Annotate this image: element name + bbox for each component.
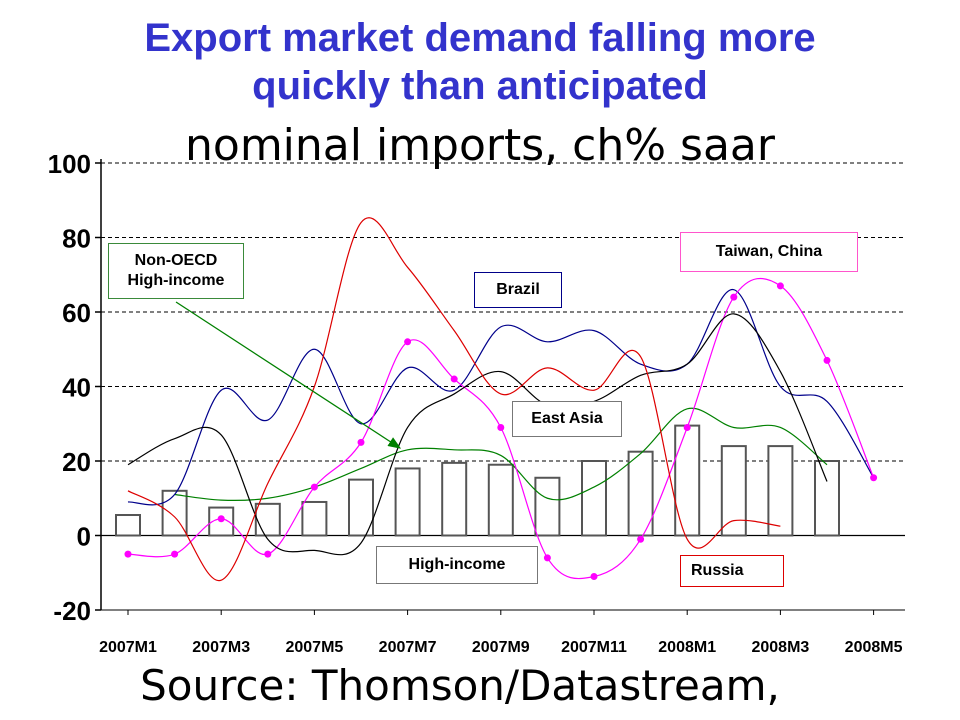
bar-high-income: [487, 463, 514, 537]
callout-russia: Russia: [680, 555, 784, 587]
y-tick-label: 40: [62, 373, 91, 403]
bar-high-income: [394, 467, 421, 537]
bar-high-income: [581, 460, 607, 537]
callout-taiwan-label: Taiwan, China: [715, 243, 823, 260]
y-tick-label: 20: [62, 447, 91, 477]
callout-non-oecd: Non-OECD High-income: [108, 243, 244, 299]
marker-taiwan: [357, 438, 365, 446]
slide-title: Export market demand falling more quickl…: [60, 14, 900, 110]
marker-taiwan: [264, 550, 272, 558]
marker-taiwan: [823, 356, 831, 364]
marker-taiwan: [590, 572, 598, 580]
callout-brazil: Brazil: [474, 272, 562, 308]
callout-east-asia: East Asia: [512, 401, 622, 437]
y-tick-label: 0: [77, 522, 91, 552]
callout-brazil-label: Brazil: [496, 281, 540, 298]
bar-high-income: [254, 502, 281, 537]
marker-taiwan: [404, 338, 412, 346]
marker-taiwan: [870, 474, 878, 482]
callout-russia-label: Russia: [691, 562, 744, 579]
y-tick-label: 60: [62, 298, 91, 328]
slide-title-line1: Export market demand falling more: [144, 16, 816, 60]
line-brazil: [127, 289, 875, 506]
x-tick-label: 2007M9: [472, 639, 530, 656]
callout-high-income-label: High-income: [408, 556, 506, 573]
callout-east-asia-label: East Asia: [531, 410, 603, 427]
source-note: Source: Thomson/Datastream,: [140, 661, 780, 710]
callout-high-income: High-income: [376, 546, 538, 584]
y-tick-label: 80: [62, 224, 91, 254]
marker-taiwan: [637, 535, 645, 543]
bar-high-income: [767, 445, 794, 537]
x-tick-label: 2007M3: [192, 639, 250, 656]
y-tick-label: 100: [48, 149, 91, 179]
marker-taiwan: [730, 293, 738, 301]
bar-high-income: [627, 450, 654, 537]
marker-taiwan: [543, 554, 551, 562]
line-east-asia: [127, 313, 828, 556]
line-non-oecd: [174, 407, 828, 501]
callout-taiwan: Taiwan, China: [680, 232, 858, 272]
bar-high-income: [441, 461, 468, 537]
bar-high-income: [534, 476, 561, 537]
marker-taiwan: [217, 515, 225, 523]
marker-taiwan: [171, 550, 179, 558]
line-russia: [127, 217, 781, 581]
bar-high-income: [814, 460, 840, 537]
callout-non-oecd-label: Non-OECD High-income: [127, 252, 225, 289]
marker-taiwan: [124, 550, 132, 558]
marker-taiwan: [497, 423, 505, 431]
x-tick-label: 2007M7: [379, 639, 437, 656]
x-tick-label: 2007M11: [561, 639, 627, 656]
x-tick-label: 2007M5: [285, 639, 343, 656]
marker-taiwan: [310, 483, 318, 491]
bar-high-income: [720, 445, 747, 537]
marker-taiwan: [776, 282, 784, 290]
x-tick-label: 2008M3: [751, 639, 809, 656]
bar-high-income: [301, 500, 328, 537]
non-oecd-arrow: [175, 301, 402, 449]
bar-high-income: [348, 478, 374, 537]
bar-high-income: [674, 424, 701, 537]
slide-title-line2: quickly than anticipated: [252, 64, 708, 108]
x-tick-label: 2008M1: [658, 639, 716, 656]
x-tick-label: 2008M5: [845, 639, 903, 656]
marker-taiwan: [450, 375, 458, 383]
marker-taiwan: [683, 423, 691, 431]
y-tick-label: -20: [53, 596, 91, 626]
bar-high-income: [115, 514, 141, 537]
x-tick-label: 2007M1: [99, 639, 157, 656]
